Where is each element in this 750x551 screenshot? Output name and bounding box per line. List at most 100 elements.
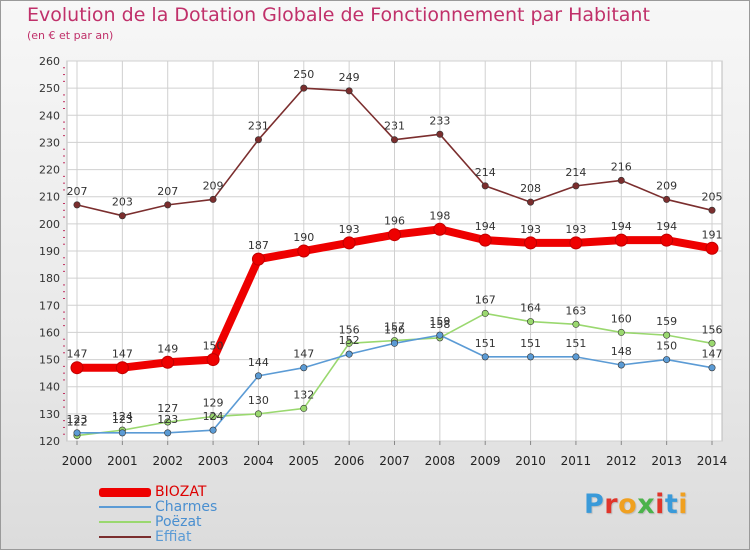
data-point	[73, 429, 81, 437]
data-label: 207	[67, 185, 88, 198]
data-label: 193	[565, 223, 586, 236]
x-tick-label: 2002	[152, 454, 183, 468]
data-label: 129	[203, 397, 224, 410]
data-point	[705, 241, 719, 255]
data-point	[527, 353, 535, 361]
x-tick-label: 2000	[62, 454, 93, 468]
data-point	[481, 182, 489, 190]
legend-item-poëzat: Poëzat	[99, 515, 319, 530]
data-label: 150	[656, 340, 677, 353]
data-point	[345, 339, 353, 347]
y-tick-label: 140	[39, 381, 60, 394]
data-point	[617, 328, 625, 336]
data-label: 130	[248, 394, 269, 407]
y-tick-label: 200	[39, 218, 60, 231]
y-tick-label: 220	[39, 164, 60, 177]
data-label: 147	[293, 348, 314, 361]
data-point	[617, 176, 625, 184]
data-label: 123	[112, 413, 133, 426]
data-label: 205	[702, 190, 723, 203]
data-label: 196	[384, 215, 405, 228]
legend-swatch	[99, 506, 151, 508]
data-label: 193	[339, 223, 360, 236]
legend-label: Charmes	[155, 499, 218, 515]
data-label: 216	[611, 160, 632, 173]
data-point	[209, 195, 217, 203]
x-tick-label: 2012	[606, 454, 637, 468]
data-label: 190	[293, 231, 314, 244]
data-label: 160	[611, 312, 632, 325]
data-point	[297, 244, 311, 258]
data-label: 147	[112, 348, 133, 361]
data-point	[572, 320, 580, 328]
data-point	[572, 182, 580, 190]
data-label: 144	[248, 356, 269, 369]
data-point	[478, 233, 492, 247]
data-label: 127	[157, 402, 178, 415]
data-label: 148	[611, 345, 632, 358]
y-tick-label: 160	[39, 326, 60, 339]
data-point	[70, 361, 84, 375]
data-point	[433, 222, 447, 236]
data-label: 203	[112, 196, 133, 209]
data-label: 193	[520, 223, 541, 236]
data-point	[617, 361, 625, 369]
data-label: 123	[157, 413, 178, 426]
data-label: 207	[157, 185, 178, 198]
legend-swatch	[99, 488, 151, 497]
legend-item-biozat: BIOZAT	[99, 485, 319, 500]
data-label: 231	[248, 120, 269, 133]
data-label: 156	[384, 323, 405, 336]
data-label: 157	[384, 321, 405, 334]
data-label: 149	[157, 342, 178, 355]
data-point	[663, 331, 671, 339]
legend-label: BIOZAT	[155, 484, 207, 500]
data-point	[164, 418, 172, 426]
data-point	[481, 309, 489, 317]
data-label: 194	[656, 220, 677, 233]
y-tick-label: 210	[39, 191, 60, 204]
data-label: 198	[429, 209, 450, 222]
y-tick-label: 230	[39, 136, 60, 149]
data-label: 209	[203, 179, 224, 192]
proxiti-logo: Proxiti	[584, 489, 689, 520]
y-tick-label: 150	[39, 354, 60, 367]
data-point	[209, 413, 217, 421]
y-tick-label: 190	[39, 245, 60, 258]
data-label: 147	[702, 348, 723, 361]
data-label: 159	[429, 315, 450, 328]
data-label: 156	[339, 323, 360, 336]
data-label: 123	[67, 413, 88, 426]
data-label: 150	[203, 340, 224, 353]
data-label: 233	[429, 114, 450, 127]
data-point	[161, 355, 175, 369]
chart-subtitle: (en € et par an)	[27, 29, 114, 42]
data-point	[708, 364, 716, 372]
data-point	[345, 350, 353, 358]
data-label: 164	[520, 302, 541, 315]
y-tick-label: 130	[39, 408, 60, 421]
x-tick-label: 2008	[425, 454, 456, 468]
data-label: 124	[203, 410, 224, 423]
x-tick-label: 2003	[198, 454, 229, 468]
data-point	[660, 233, 674, 247]
data-point	[390, 339, 398, 347]
y-tick-label: 180	[39, 272, 60, 285]
data-point	[300, 84, 308, 92]
data-point	[254, 372, 262, 380]
data-point	[209, 426, 217, 434]
legend-label: Poëzat	[155, 514, 202, 530]
data-label: 208	[520, 182, 541, 195]
data-label: 151	[475, 337, 496, 350]
y-tick-label: 170	[39, 299, 60, 312]
data-point	[524, 236, 538, 250]
data-point	[300, 364, 308, 372]
data-point	[300, 404, 308, 412]
data-label: 122	[67, 416, 88, 429]
legend-item-charmes: Charmes	[99, 500, 319, 515]
data-point	[436, 130, 444, 138]
x-tick-label: 2009	[470, 454, 501, 468]
data-label: 163	[565, 304, 586, 317]
